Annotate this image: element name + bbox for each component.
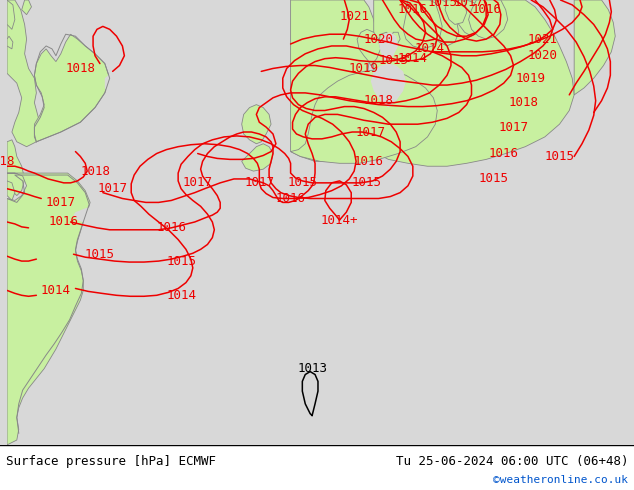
Polygon shape xyxy=(378,32,391,49)
Polygon shape xyxy=(455,0,482,36)
Text: 1015: 1015 xyxy=(427,0,457,9)
Text: 1016: 1016 xyxy=(489,147,519,160)
Text: 1015: 1015 xyxy=(287,176,318,189)
Polygon shape xyxy=(403,0,442,49)
Text: 1020: 1020 xyxy=(364,33,394,46)
Polygon shape xyxy=(378,32,398,62)
Text: 1019: 1019 xyxy=(515,72,545,85)
Polygon shape xyxy=(357,29,380,66)
Polygon shape xyxy=(445,0,467,24)
Polygon shape xyxy=(105,64,191,176)
Text: 1016: 1016 xyxy=(276,192,306,205)
Text: 1015: 1015 xyxy=(545,150,574,163)
Text: 1016: 1016 xyxy=(157,221,186,234)
Polygon shape xyxy=(7,36,13,49)
Text: 1017: 1017 xyxy=(498,121,529,134)
Polygon shape xyxy=(242,144,273,171)
Polygon shape xyxy=(7,181,15,200)
Polygon shape xyxy=(290,0,377,161)
Text: Surface pressure [hPa] ECMWF: Surface pressure [hPa] ECMWF xyxy=(6,455,216,468)
Polygon shape xyxy=(371,64,406,108)
Text: 1021: 1021 xyxy=(528,33,558,46)
Polygon shape xyxy=(391,32,400,46)
Text: 1018: 1018 xyxy=(508,96,538,109)
Text: 1013: 1013 xyxy=(297,362,327,375)
Text: ©weatheronline.co.uk: ©weatheronline.co.uk xyxy=(493,475,628,485)
Text: 1017: 1017 xyxy=(356,125,385,139)
Text: 1018: 1018 xyxy=(65,62,95,75)
Text: 1014: 1014 xyxy=(398,52,428,65)
Polygon shape xyxy=(427,0,459,46)
Text: Tu 25-06-2024 06:00 UTC (06+48): Tu 25-06-2024 06:00 UTC (06+48) xyxy=(396,455,628,468)
Polygon shape xyxy=(290,70,437,163)
Text: 1019: 1019 xyxy=(349,62,379,75)
Text: 1015: 1015 xyxy=(352,176,382,189)
Text: 1014: 1014 xyxy=(41,284,71,297)
Text: 1016: 1016 xyxy=(471,3,501,16)
Polygon shape xyxy=(7,0,41,147)
Polygon shape xyxy=(34,34,110,142)
Text: 1014: 1014 xyxy=(166,289,196,302)
Text: 1014: 1014 xyxy=(415,43,444,55)
Polygon shape xyxy=(574,0,615,95)
Text: 1017: 1017 xyxy=(453,0,484,9)
Text: 1015: 1015 xyxy=(378,54,408,67)
Polygon shape xyxy=(373,0,574,166)
Polygon shape xyxy=(469,0,508,39)
Polygon shape xyxy=(7,173,90,445)
Text: 1016: 1016 xyxy=(354,155,384,168)
Text: 1016: 1016 xyxy=(398,3,428,16)
Text: 1017: 1017 xyxy=(98,182,127,195)
Text: 018: 018 xyxy=(0,155,15,168)
Text: 1017: 1017 xyxy=(183,176,212,189)
Text: 1014+: 1014+ xyxy=(321,214,358,226)
Text: 1015: 1015 xyxy=(479,172,509,185)
Text: 1021: 1021 xyxy=(339,10,369,23)
Text: 1020: 1020 xyxy=(528,49,558,62)
Text: 1016: 1016 xyxy=(49,216,79,228)
Polygon shape xyxy=(242,105,271,144)
Polygon shape xyxy=(74,200,185,240)
Text: 1015: 1015 xyxy=(85,248,115,261)
Polygon shape xyxy=(22,0,32,15)
Text: 1017: 1017 xyxy=(244,176,275,189)
Text: 1018: 1018 xyxy=(80,165,110,177)
Text: 1017: 1017 xyxy=(46,196,76,209)
Text: 1015: 1015 xyxy=(166,255,196,268)
Polygon shape xyxy=(7,140,25,196)
Text: 1018: 1018 xyxy=(364,94,394,107)
Polygon shape xyxy=(149,166,178,202)
Polygon shape xyxy=(7,0,15,29)
